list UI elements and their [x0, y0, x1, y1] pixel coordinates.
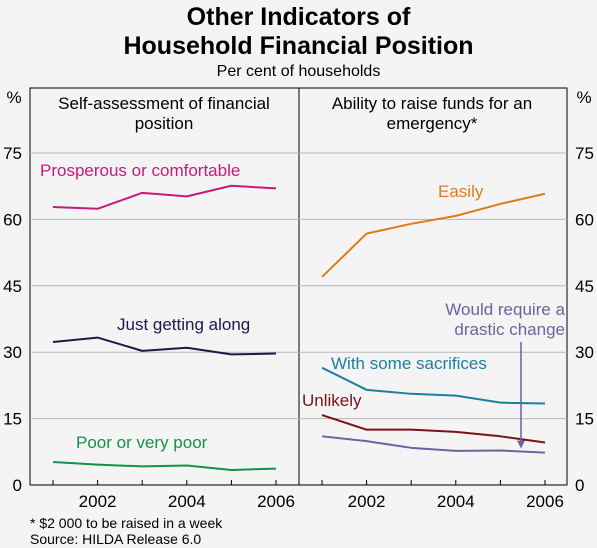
y-tick-right-0: 0 [575, 476, 584, 495]
x-tick-left-2006: 2006 [257, 492, 295, 511]
x-tick-left-2002: 2002 [79, 492, 117, 511]
x-tick-right-2004: 2004 [437, 492, 475, 511]
series-label-unlikely: Unlikely [302, 391, 362, 410]
panel-right-title-line-1: Ability to raise funds for an [332, 94, 532, 113]
panel-left-title-line-2: position [135, 114, 194, 133]
x-tick-left-2004: 2004 [168, 492, 206, 511]
series-line-left-prosperous-or-comfortable [52, 184, 277, 210]
series-line-right-unlikely [321, 414, 546, 444]
y-tick-right-60: 60 [575, 210, 594, 229]
series-label-getting-along: Just getting along [117, 315, 250, 334]
y-tick-left-60: 60 [3, 210, 22, 229]
y-unit-right: % [576, 88, 591, 107]
y-tick-left-0: 0 [13, 476, 22, 495]
series-label-some-sacrifices: With some sacrifices [331, 354, 487, 373]
source-note: Source: HILDA Release 6.0 [30, 531, 202, 547]
panel-right-title-line-2: emergency* [387, 114, 478, 133]
panel-left-title-line-1: Self-assessment of financial [58, 94, 270, 113]
series-line-left-poor-or-very-poor [52, 460, 277, 471]
series-label-poor: Poor or very poor [76, 433, 208, 452]
y-tick-right-45: 45 [575, 277, 594, 296]
chart-title-line-1: Other Indicators of [186, 3, 411, 31]
drastic-change-arrow-head [517, 440, 525, 449]
y-tick-right-30: 30 [575, 343, 594, 362]
x-tick-right-2006: 2006 [526, 492, 564, 511]
series-line-right-easily [321, 192, 546, 278]
series-line-right-with-some-sacrifices [321, 366, 546, 405]
y-tick-left-30: 30 [3, 343, 22, 362]
y-unit-left: % [6, 88, 21, 107]
series-line-right-would-require-a-drastic-change [321, 435, 546, 454]
series-label-prosperous: Prosperous or comfortable [40, 161, 240, 180]
chart-title-line-2: Household Financial Position [123, 32, 474, 60]
series-label-drastic-change-line-2: drastic change [454, 320, 565, 339]
x-tick-right-2002: 2002 [348, 492, 386, 511]
y-tick-right-15: 15 [575, 410, 594, 429]
series-label-drastic-change-line-1: Would require a [445, 300, 565, 319]
chart-subtitle: Per cent of households [216, 63, 381, 80]
footnote: * $2 000 to be raised in a week [30, 515, 223, 531]
y-tick-left-75: 75 [3, 144, 22, 163]
y-tick-left-15: 15 [3, 410, 22, 429]
y-tick-right-75: 75 [575, 144, 594, 163]
series-line-left-just-getting-along [52, 336, 277, 356]
y-tick-left-45: 45 [3, 277, 22, 296]
series-label-easily: Easily [438, 182, 484, 201]
